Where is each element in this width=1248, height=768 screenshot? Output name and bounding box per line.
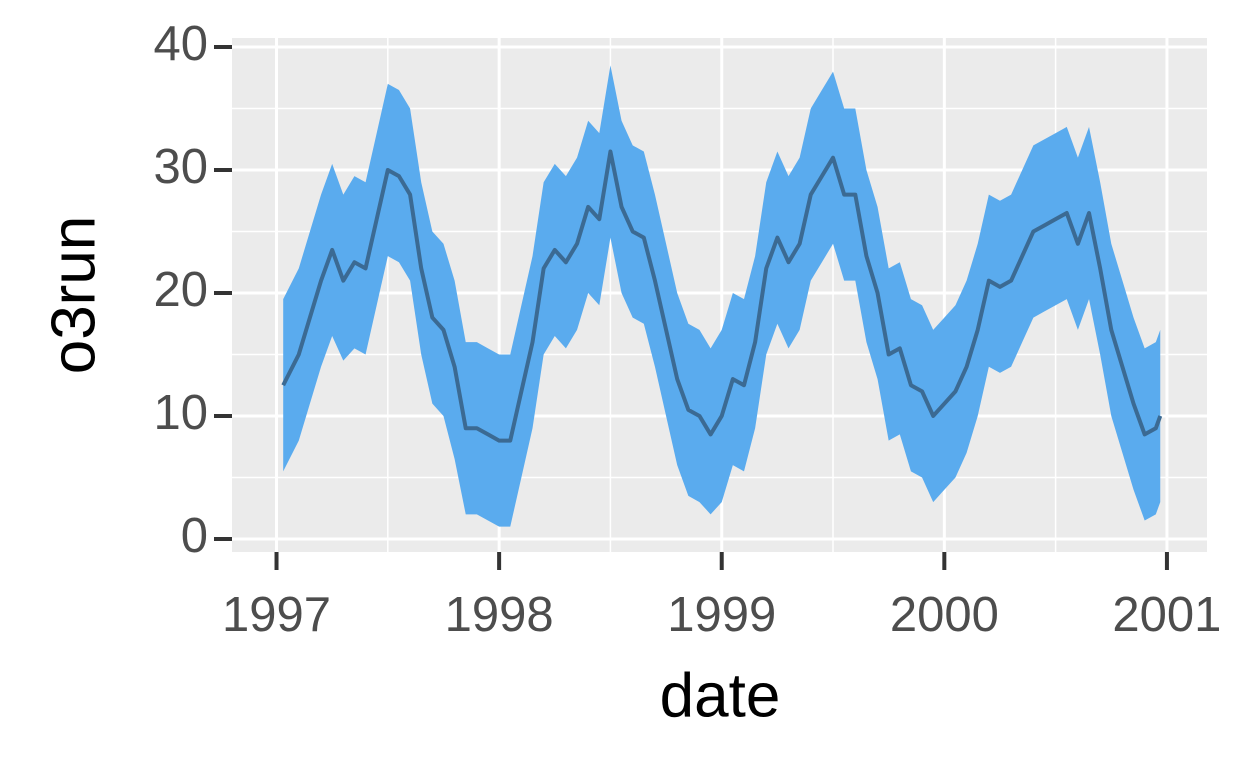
ribbon bbox=[283, 65, 1161, 527]
y-tick-label: 30 bbox=[153, 140, 208, 194]
x-tick-label: 1997 bbox=[222, 588, 331, 642]
x-axis-title: date bbox=[660, 661, 781, 730]
y-axis-title: o3run bbox=[39, 216, 108, 375]
x-tick-label: 1999 bbox=[667, 588, 776, 642]
y-tick-label: 20 bbox=[153, 263, 208, 317]
y-tick-label: 40 bbox=[153, 17, 208, 71]
y-tick-label: 10 bbox=[153, 386, 208, 440]
x-tick-label: 2001 bbox=[1112, 588, 1221, 642]
x-tick-label: 1998 bbox=[445, 588, 554, 642]
line bbox=[281, 149, 1163, 443]
x-tick-label: 2000 bbox=[890, 588, 999, 642]
y-tick-label: 0 bbox=[181, 509, 208, 563]
